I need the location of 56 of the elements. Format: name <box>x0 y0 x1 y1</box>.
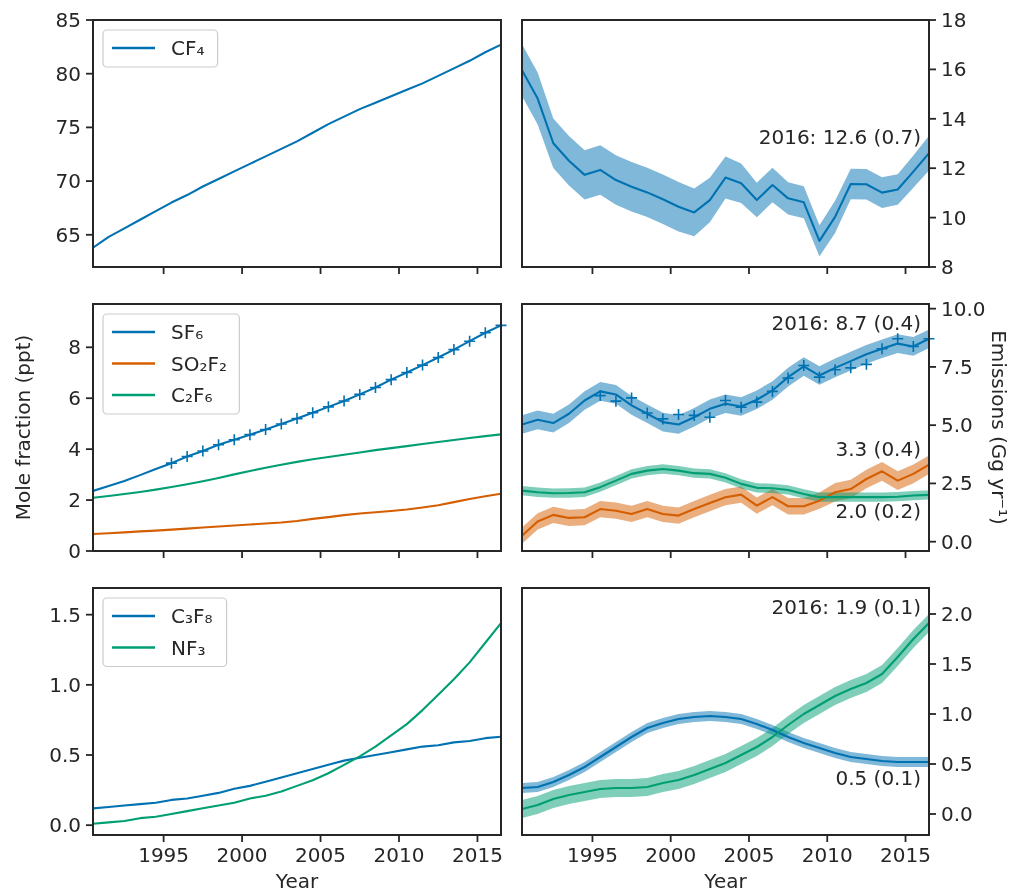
annotation: 2016: 12.6 (0.7) <box>758 125 921 150</box>
y-tick-label: 5.0 <box>941 413 973 438</box>
y-tick-label: 85 <box>55 8 81 32</box>
y-tick-label: 80 <box>55 61 81 86</box>
y-tick-label: 1.0 <box>941 702 973 726</box>
y-tick-label: 2 <box>68 488 81 513</box>
x-tick-label: 2015 <box>452 843 503 868</box>
y-tick-label: 1.5 <box>49 602 81 627</box>
y-tick-label: 4 <box>68 437 81 462</box>
annotation: 3.3 (0.4) <box>835 436 921 461</box>
legend-label: NF₃ <box>171 635 206 660</box>
y-tick-label: 10 <box>941 205 967 230</box>
x-tick-label: 1995 <box>566 843 618 868</box>
y-tick-label: 6 <box>68 386 81 411</box>
y-tick-label: 18 <box>941 8 967 32</box>
x-tick-label: 2015 <box>880 843 931 868</box>
y-tick-label: 0 <box>68 539 81 563</box>
x-tick-label: 2010 <box>801 843 853 868</box>
y-tick-label: 2.0 <box>941 602 973 626</box>
x-tick-label: 2005 <box>723 843 775 868</box>
x-axis-title: Year <box>274 869 319 890</box>
annotation: 2.0 (0.2) <box>835 498 921 523</box>
y-tick-label: 0.5 <box>941 752 973 776</box>
y-axis-title: Mole fraction (ppt) <box>11 334 35 521</box>
y-tick-label: 1.0 <box>49 672 81 697</box>
y-tick-label: 14 <box>941 106 967 131</box>
y-tick-label: 65 <box>55 222 81 247</box>
x-tick-label: 2000 <box>645 843 697 868</box>
y-tick-label: 0.5 <box>49 743 81 768</box>
x-axis-title: Year <box>703 869 748 890</box>
y-axis-title: Emissions (Gg yr⁻¹) <box>987 330 1011 525</box>
legend-label: SO₂F₂ <box>171 351 227 376</box>
y-tick-label: 0.0 <box>941 802 973 826</box>
y-tick-label: 10.0 <box>941 296 986 321</box>
y-tick-label: 8 <box>68 335 81 360</box>
x-tick-label: 2000 <box>216 843 268 868</box>
y-tick-label: 16 <box>941 57 967 82</box>
x-tick-label: 2005 <box>295 843 346 868</box>
annotation: 0.5 (0.1) <box>835 766 921 790</box>
legend-label: CF₄ <box>171 36 205 60</box>
legend-label: C₃F₈ <box>171 604 213 628</box>
y-tick-label: 0.0 <box>49 813 81 838</box>
x-tick-label: 1995 <box>138 843 190 868</box>
y-tick-label: 12 <box>941 156 967 181</box>
y-tick-label: 1.5 <box>941 652 973 676</box>
legend-label: C₂F₆ <box>171 383 213 407</box>
y-tick-label: 70 <box>55 169 81 194</box>
y-tick-label: 2.5 <box>941 471 973 496</box>
annotation: 2016: 1.9 (0.1) <box>771 595 921 619</box>
annotation: 2016: 8.7 (0.4) <box>771 310 921 335</box>
x-tick-label: 2010 <box>373 843 425 868</box>
y-tick-label: 0.0 <box>941 529 973 554</box>
y-tick-label: 75 <box>55 115 81 140</box>
y-tick-label: 8 <box>941 255 954 279</box>
legend-label: SF₆ <box>171 320 204 344</box>
y-tick-label: 7.5 <box>941 354 973 379</box>
